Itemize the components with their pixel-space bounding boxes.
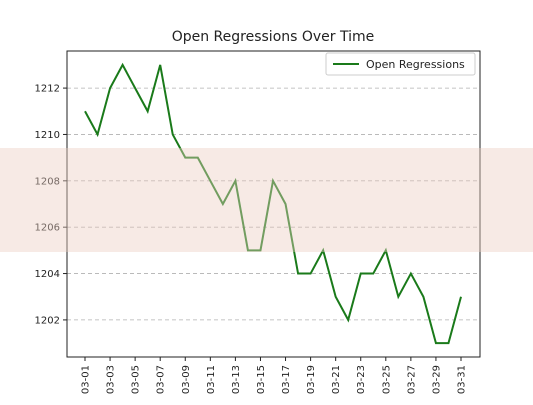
x-tick-label: 03-21 <box>331 365 342 394</box>
x-tick-label: 03-27 <box>406 365 417 394</box>
x-tick-label: 03-23 <box>356 365 367 394</box>
series-line <box>84 62 462 345</box>
y-tick-label: 1204 <box>35 269 60 280</box>
x-tick-label: 03-11 <box>206 365 217 394</box>
series-layer <box>84 62 462 345</box>
legend: Open Regressions <box>325 52 476 76</box>
y-tick-label: 1210 <box>35 130 60 141</box>
x-tick-label: 03-25 <box>381 365 392 394</box>
y-tick-label: 1208 <box>35 176 60 187</box>
x-tick-label: 03-29 <box>431 365 442 394</box>
x-tick-label: 03-19 <box>306 365 317 394</box>
x-tick-label: 03-07 <box>156 365 167 394</box>
axes: 1202 1204 1206 1208 1210 1212 03-01 03-03 03-05 0… <box>35 50 481 394</box>
x-tick-label: 03-05 <box>131 365 142 394</box>
x-tick-label: 03-01 <box>81 365 92 394</box>
x-tick-label: 03-17 <box>281 365 292 394</box>
x-tick-label: 03-31 <box>457 365 468 394</box>
x-tick-label: 03-03 <box>106 365 117 394</box>
y-tick-label: 1212 <box>35 84 60 95</box>
x-tick-label: 03-13 <box>231 365 242 394</box>
legend-label: Open Regressions <box>366 58 465 71</box>
plot-frame <box>66 50 481 358</box>
x-tick-label: 03-15 <box>256 365 267 394</box>
x-tick-label: 03-09 <box>181 365 192 394</box>
chart-title: Open Regressions Over Time <box>172 29 375 45</box>
legend-box <box>325 52 476 76</box>
y-tick-label: 1206 <box>35 223 60 234</box>
y-tick-label: 1202 <box>35 315 60 326</box>
